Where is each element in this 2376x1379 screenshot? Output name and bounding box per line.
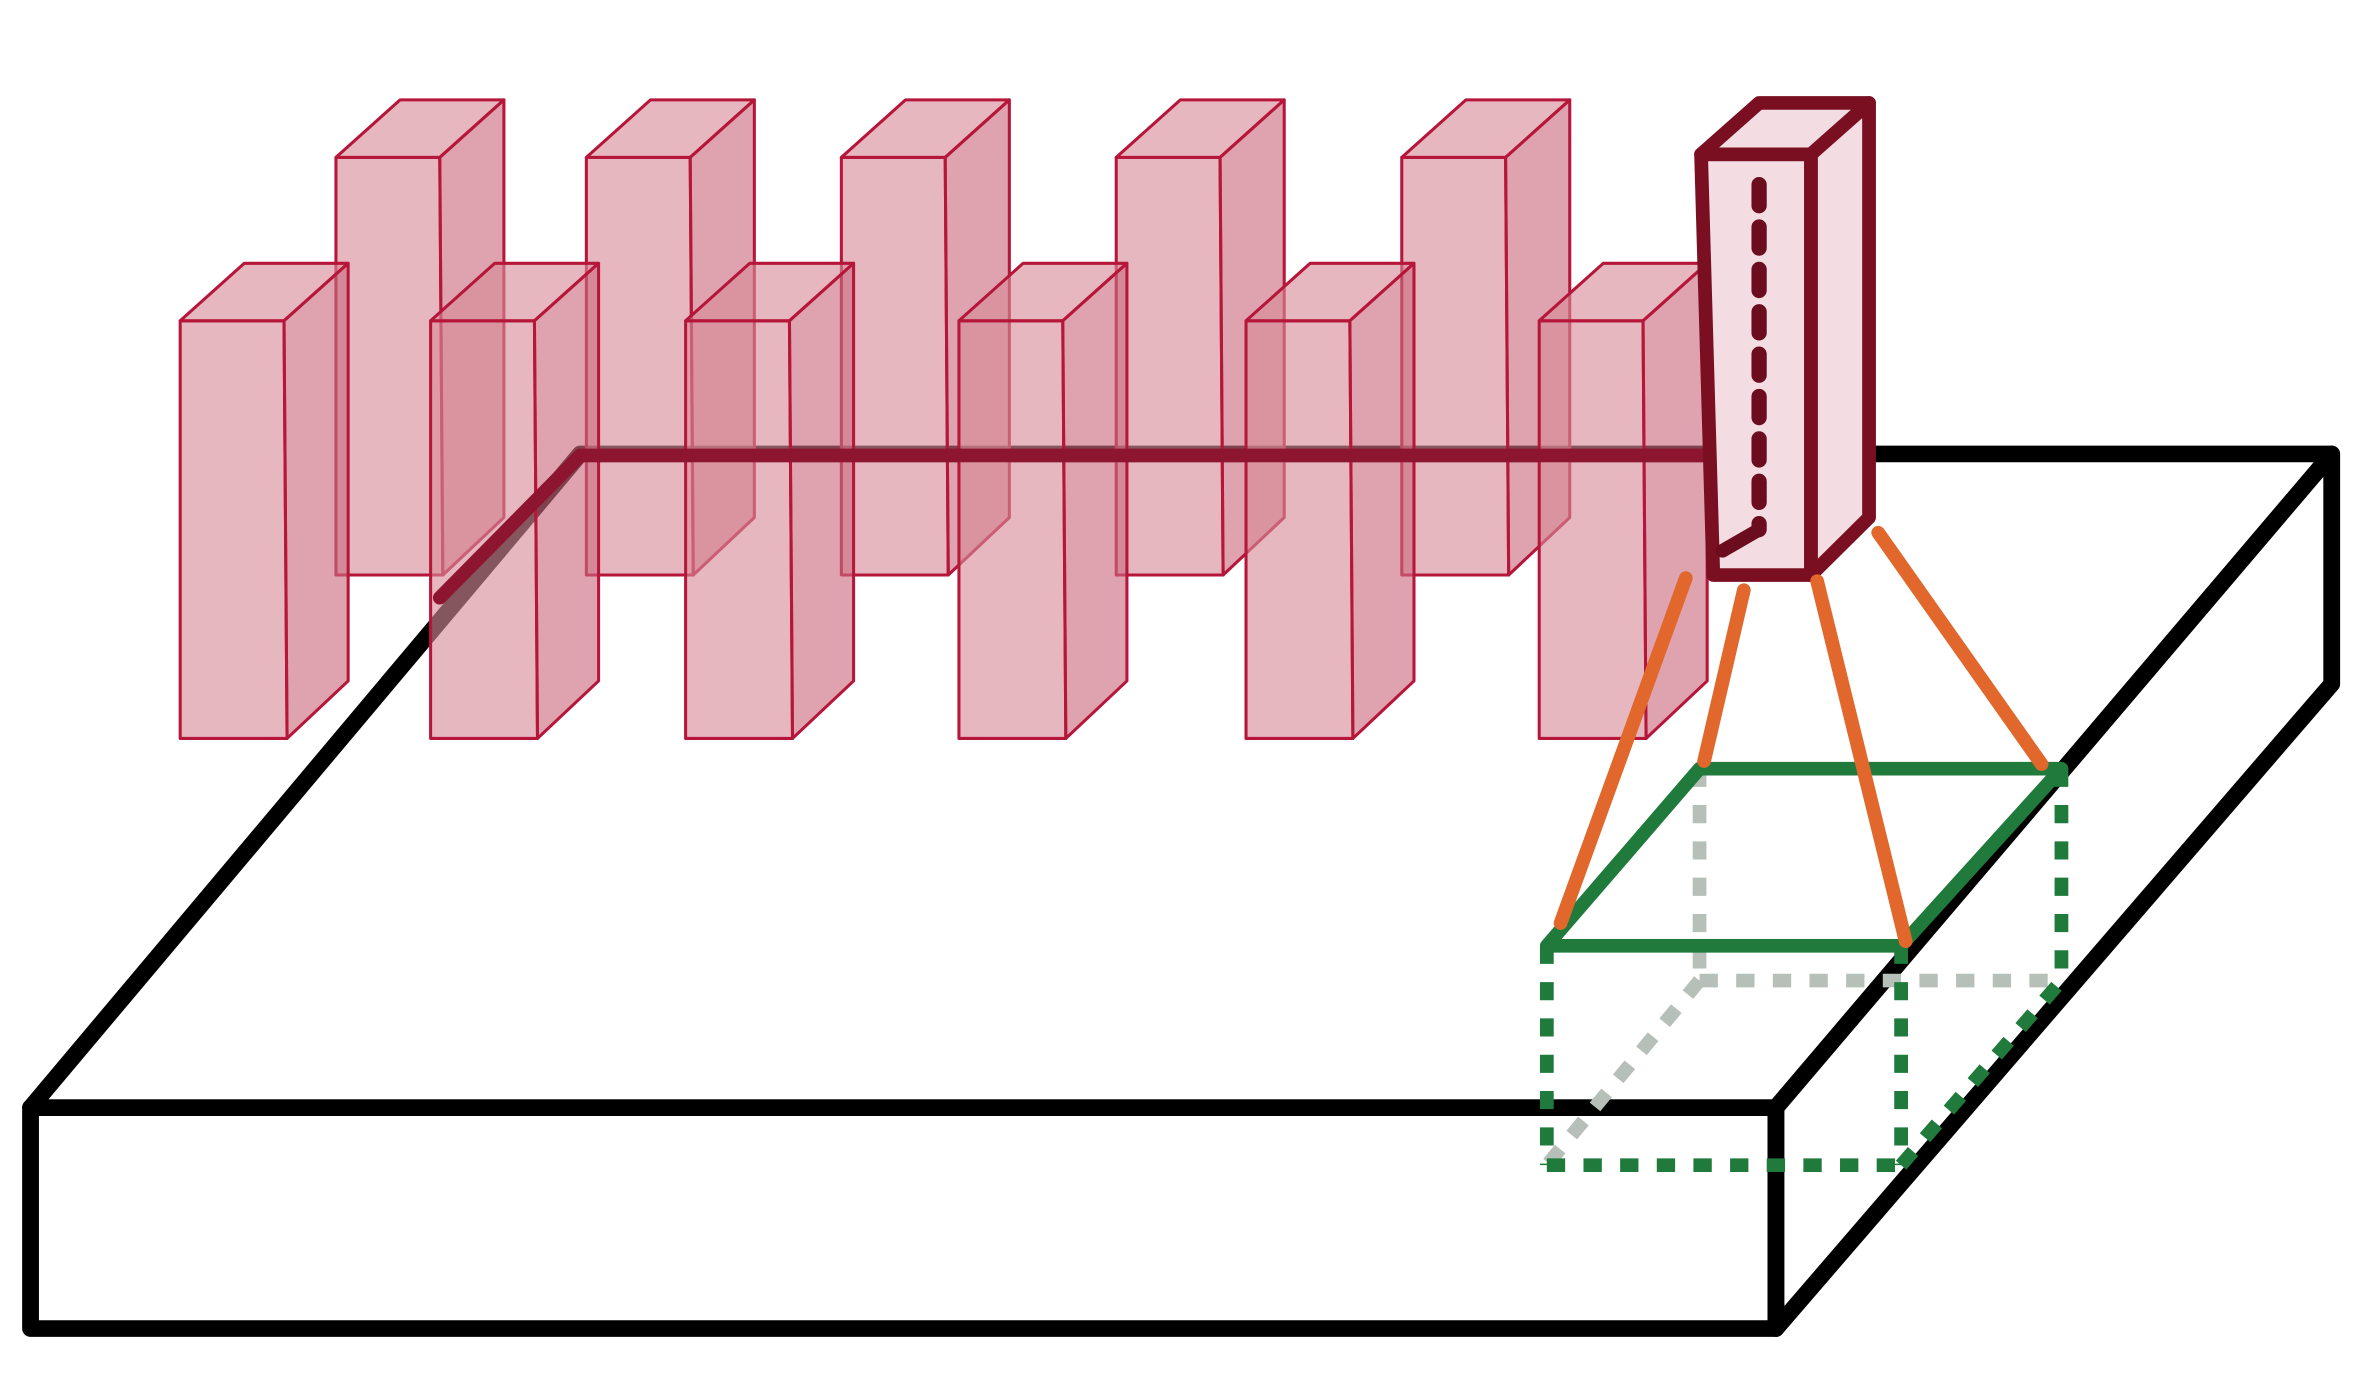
receptive-field-dotted-edges <box>1539 768 2069 1172</box>
column-side-face <box>1348 261 1416 740</box>
column-front-face <box>178 319 289 740</box>
column-front-1 <box>178 261 350 740</box>
rf-edge-bottom-side <box>1895 976 2067 1170</box>
projection-line <box>1553 571 1693 930</box>
column-front-face <box>1114 155 1225 577</box>
highlighted-depth-column <box>1694 96 1876 582</box>
column-front-face <box>1537 319 1648 740</box>
center-line-diagonal <box>432 448 588 605</box>
projection-line <box>1810 574 1913 949</box>
hidden-edge-diagonal <box>1541 976 1705 1170</box>
receptive-field-hidden-edges <box>1541 768 2062 1170</box>
column-front-face <box>684 319 795 740</box>
column-front-face <box>429 319 540 740</box>
column-center-line <box>432 448 1737 605</box>
column-front-3 <box>684 261 856 740</box>
column-side-face <box>1061 261 1129 740</box>
column-side-face <box>282 261 350 740</box>
slab-front-face <box>22 1099 1785 1337</box>
filter-columns <box>178 98 1709 740</box>
column-front-face <box>839 155 950 577</box>
column-front-face <box>334 155 445 577</box>
column-side-face <box>787 261 856 740</box>
receptive-field-top-square <box>1539 761 2069 953</box>
column-front-2 <box>429 261 601 740</box>
projection-line <box>1697 583 1751 768</box>
column-front-face <box>584 155 695 577</box>
column-front-face <box>957 319 1068 740</box>
projection-line <box>1871 525 2049 771</box>
column-side-face <box>532 261 601 740</box>
selected-column-inner-dash-end <box>1715 522 1766 558</box>
selected-column-side <box>1804 96 1876 582</box>
slab-side-face <box>1767 445 2341 1337</box>
column-front-6 <box>1537 261 1709 740</box>
column-front-face <box>1400 155 1511 577</box>
projection-lines <box>1553 525 2049 949</box>
input-volume-slab <box>22 445 2341 1337</box>
column-side-face <box>1641 261 1709 740</box>
column-front-5 <box>1244 261 1416 740</box>
column-front-4 <box>957 261 1129 740</box>
column-front-face <box>1244 319 1355 740</box>
